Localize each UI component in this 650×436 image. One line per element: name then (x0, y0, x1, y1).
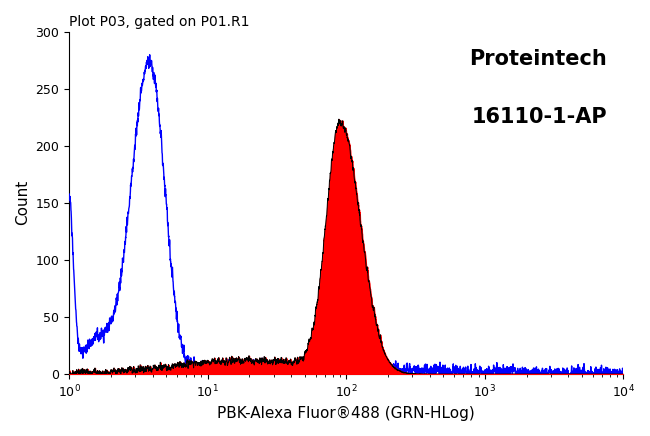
Y-axis label: Count: Count (15, 180, 30, 225)
Text: 16110-1-AP: 16110-1-AP (471, 107, 607, 127)
X-axis label: PBK-Alexa Fluor®488 (GRN-HLog): PBK-Alexa Fluor®488 (GRN-HLog) (218, 406, 475, 421)
Text: Proteintech: Proteintech (469, 49, 607, 69)
Text: Plot P03, gated on P01.R1: Plot P03, gated on P01.R1 (69, 15, 250, 29)
